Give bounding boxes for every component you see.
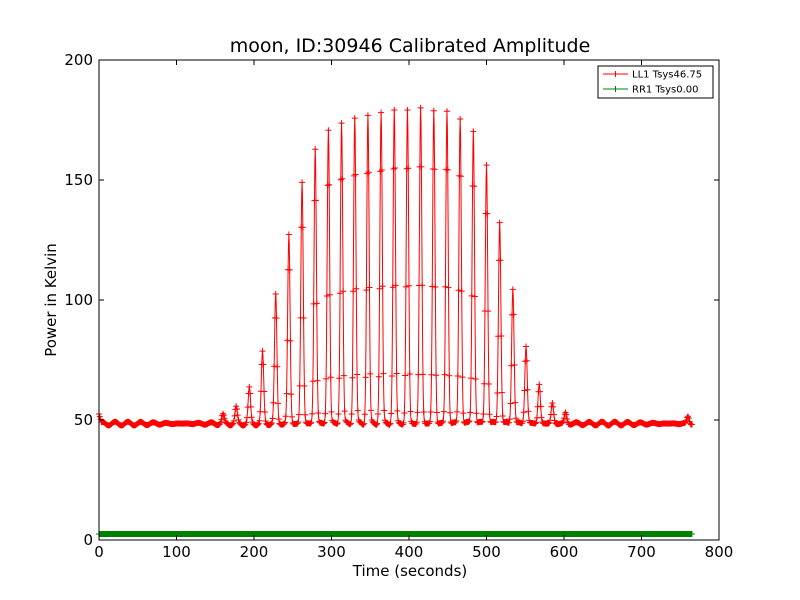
series-line-0: [98, 107, 692, 427]
x-tick-label: 400: [395, 543, 424, 561]
x-tick-label: 800: [705, 543, 734, 561]
legend-marker-ll1: [612, 71, 619, 77]
legend-label-rr1: RR1 Tsys0.00: [632, 85, 699, 96]
y-tick-label: 0: [83, 531, 93, 549]
x-tick-label: 600: [550, 543, 579, 561]
x-tick-label: 0: [94, 543, 104, 561]
series-1: [96, 531, 695, 537]
x-tick-label: 700: [627, 543, 656, 561]
x-axis-label: Time (seconds): [352, 562, 468, 580]
legend-box: [597, 65, 714, 99]
chart-title: moon, ID:30946 Calibrated Amplitude: [230, 35, 591, 57]
y-tick-label: 50: [74, 411, 93, 429]
axes: 0 100 200 300 400 500 600 700 800 0 50 100 150 200: [64, 51, 733, 561]
legend: LL1 Tsys46.75 RR1 Tsys0.00: [597, 65, 714, 99]
x-tick-label: 300: [317, 543, 346, 561]
y-tick-label: 150: [64, 171, 93, 189]
legend-marker-rr1: [612, 86, 619, 92]
series-0: [96, 104, 695, 429]
legend-label-ll1: LL1 Tsys46.75: [632, 70, 702, 81]
legend-entry-rr1: RR1 Tsys0.00: [603, 85, 699, 96]
y-axis-label: Power in Kelvin: [42, 243, 60, 357]
x-tick-label: 500: [472, 543, 501, 561]
series-markers-1: [96, 531, 695, 537]
legend-entry-ll1: LL1 Tsys46.75: [603, 70, 702, 81]
plot-data: [96, 104, 695, 537]
x-tick-label: 100: [162, 543, 191, 561]
y-tick-label: 100: [64, 291, 93, 309]
x-tick-label: 200: [240, 543, 269, 561]
y-tick-label: 200: [64, 51, 93, 69]
